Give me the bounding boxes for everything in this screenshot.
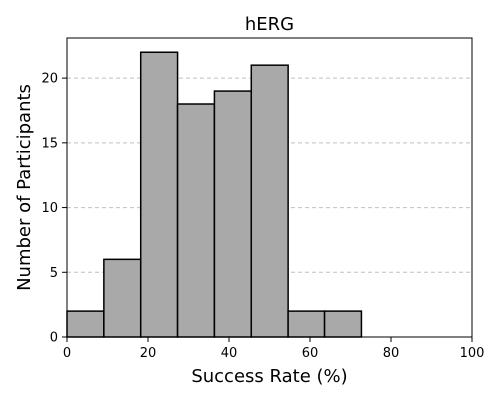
histogram-bar-2: [141, 52, 178, 337]
histogram-bar-3: [178, 104, 215, 337]
x-tick-label-3: 60: [302, 346, 319, 361]
x-tick-label-1: 20: [140, 346, 157, 361]
histogram-bar-4: [214, 91, 251, 337]
histogram-bar-6: [288, 311, 324, 337]
x-tick-label-4: 80: [383, 346, 400, 361]
histogram-bar-1: [104, 259, 141, 337]
histogram-bar-7: [325, 311, 362, 337]
y-tick-label-0: 0: [50, 331, 58, 346]
x-tick-label-5: 100: [460, 346, 485, 361]
y-tick-label-4: 20: [41, 72, 58, 87]
y-axis-title: Number of Participants: [14, 84, 35, 291]
x-tick-label-0: 0: [63, 346, 71, 361]
histogram-bar-0: [67, 311, 104, 337]
bars: [67, 52, 361, 337]
y-tick-label-3: 15: [41, 136, 58, 151]
y-axis: 0 5 10 15 20: [41, 72, 67, 346]
chart-title: hERG: [245, 14, 294, 35]
y-tick-label-2: 10: [41, 201, 58, 216]
x-axis-title: Success Rate (%): [191, 366, 347, 387]
y-tick-label-1: 5: [50, 266, 58, 281]
histogram-bar-5: [251, 65, 288, 337]
x-axis: 0 20 40 60 80 100: [63, 337, 485, 361]
x-tick-label-2: 40: [221, 346, 238, 361]
